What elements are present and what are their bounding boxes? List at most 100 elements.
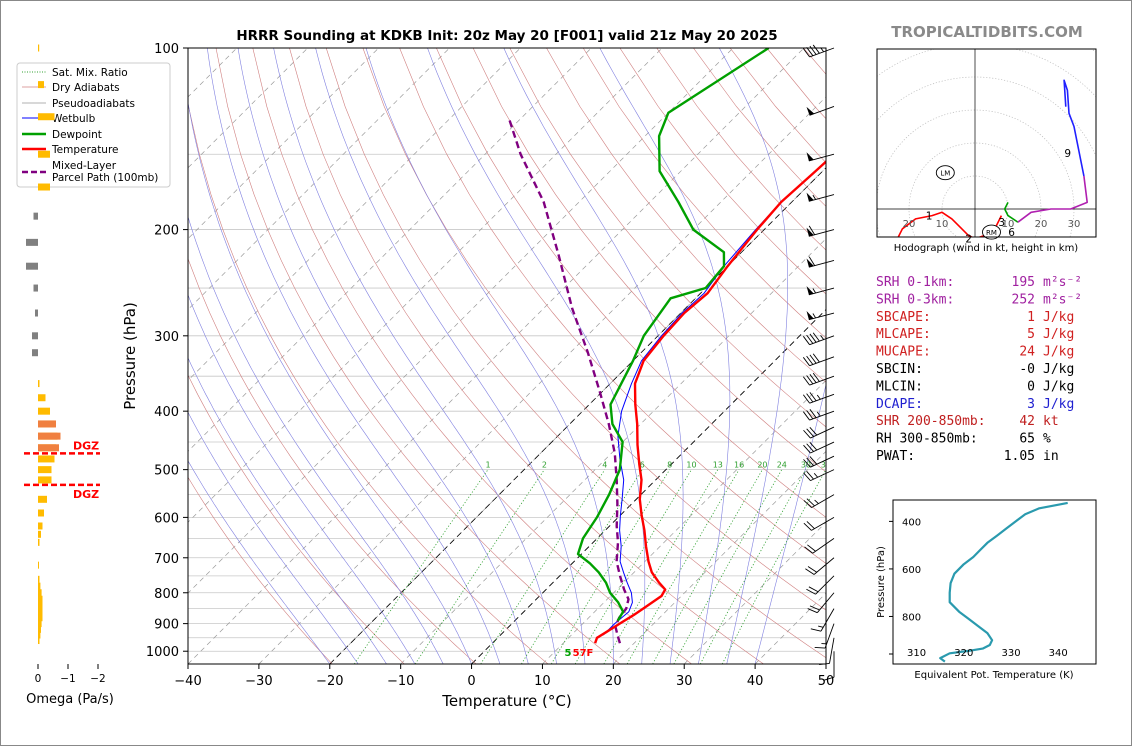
- mixing-ratio-label: 4: [602, 461, 607, 470]
- omega-bar: [32, 332, 38, 340]
- index-value: 1.05: [1004, 449, 1035, 464]
- dry-adiabat-line: [399, 48, 826, 564]
- pseudoadiabat-line: [188, 411, 359, 664]
- pseudoadiabat-line: [754, 383, 826, 664]
- omega-bar: [38, 631, 41, 639]
- mixing-ratio-label: 20: [757, 461, 767, 470]
- dry-adiabat-line: [582, 48, 826, 339]
- omega-bar: [32, 349, 38, 357]
- pseudoadiabat-line: [599, 48, 731, 664]
- omega-bar: [38, 466, 52, 474]
- index-value: 42: [1019, 414, 1035, 429]
- x-tick-label: 20: [605, 674, 622, 689]
- mixed-layer-parcel-path-100mb-trace: [507, 116, 630, 644]
- hodograph-tick-label: 20: [1035, 219, 1048, 230]
- index-row: SRH 0-1km: 195 m²s⁻²: [876, 275, 1082, 290]
- isotherm-gridline: [683, 521, 826, 664]
- mixing-ratio-label: 30: [801, 461, 811, 470]
- hodograph-trace: [1003, 202, 1019, 223]
- index-unit: m²s⁻²: [1043, 275, 1082, 290]
- hodograph-trace: [1017, 175, 1088, 223]
- wind-barb: [805, 557, 835, 575]
- pseudoadiabat-line: [188, 293, 416, 664]
- dry-adiabat-line: [252, 48, 692, 664]
- omega-x-axis-label: Omega (Pa/s): [26, 692, 114, 707]
- theta-e-y-tick-label: 600: [902, 565, 921, 576]
- index-row: SRH 0-3km: 252 m²s⁻²: [876, 292, 1082, 307]
- omega-bar: [38, 420, 56, 428]
- wind-barb: [802, 353, 835, 367]
- mixing-ratio-label: 36: [821, 461, 831, 470]
- omega-bar: [38, 394, 46, 402]
- index-value: 195: [1012, 275, 1035, 290]
- wind-barb: [802, 392, 835, 404]
- index-value: 3: [1027, 397, 1035, 412]
- omega-bar: [38, 522, 43, 530]
- y-tick-label: 700: [154, 552, 179, 567]
- x-tick-label: −30: [245, 674, 272, 689]
- omega-bar: [38, 625, 41, 633]
- pseudoadiabat-line: [188, 215, 444, 664]
- theta-e-x-tick-label: 330: [1001, 648, 1020, 659]
- legend-entry: Pseudoadiabats: [52, 98, 135, 110]
- legend-entry: Temperature: [51, 144, 119, 156]
- pseudoadiabat-line: [273, 48, 557, 664]
- omega-tick-label: −1: [60, 673, 75, 685]
- index-row: RH 300-850mb: 65%: [876, 432, 1051, 447]
- y-tick-label: 400: [154, 405, 179, 420]
- omega-bar: [38, 602, 43, 610]
- index-row: SHR 200-850mb: 42 kt: [876, 414, 1059, 429]
- index-row: DCAPE: 3 J/kg: [876, 397, 1074, 412]
- y-tick-label: 100: [154, 42, 179, 57]
- dry-adiabat-line: [362, 48, 826, 611]
- index-row: SBCAPE: 1 J/kg: [876, 310, 1074, 325]
- y-tick-label: 200: [154, 224, 179, 239]
- x-tick-label: 40: [747, 674, 764, 689]
- index-unit: J/kg: [1043, 379, 1074, 394]
- hodograph-trace: [897, 211, 974, 237]
- isotherm-gridline: [258, 96, 826, 664]
- isotherm-gridline: [188, 48, 805, 664]
- x-tick-label: −20: [316, 674, 343, 689]
- mixing-ratio-line: [603, 469, 719, 664]
- omega-bar: [26, 262, 38, 270]
- mixing-ratio-line: [721, 469, 826, 664]
- pseudoadiabat-line: [207, 48, 501, 664]
- omega-bar: [38, 538, 40, 546]
- wind-barb: [803, 441, 835, 454]
- omega-bar: [38, 561, 39, 569]
- legend-entry: Parcel Path (100mb): [52, 172, 158, 184]
- index-label: SRH 0-3km:: [876, 292, 954, 307]
- index-label: DCAPE:: [876, 397, 923, 412]
- omega-bar: [33, 284, 38, 292]
- dry-adiabat-line: [188, 257, 477, 664]
- index-unit: %: [1043, 432, 1051, 447]
- y-tick-label: 800: [154, 587, 179, 602]
- wind-barb: [806, 286, 835, 296]
- hodograph-tick-label: 30: [1068, 219, 1081, 230]
- pseudoadiabat-line: [188, 100, 472, 664]
- pseudoadiabat-line: [237, 48, 529, 664]
- index-value: 252: [1012, 292, 1035, 307]
- x-tick-label: 30: [676, 674, 693, 689]
- mixing-ratio-label: 6: [640, 461, 645, 470]
- index-value: 0: [1027, 379, 1035, 394]
- index-value: 24: [1019, 345, 1035, 360]
- isotherm-gridline: [400, 238, 826, 664]
- dry-adiabat-line: [188, 374, 405, 664]
- hodograph-tick-label: 10: [1002, 219, 1015, 230]
- wind-barb: [802, 409, 835, 421]
- omega-bar: [35, 309, 38, 317]
- index-unit: m²s⁻²: [1043, 292, 1082, 307]
- omega-bar: [38, 113, 55, 121]
- omega-bar: [38, 589, 42, 597]
- index-value: 65: [1019, 432, 1035, 447]
- wind-barb: [819, 637, 835, 666]
- y-tick-label: 300: [154, 330, 179, 345]
- index-label: SBCIN:: [876, 362, 923, 377]
- theta-e-panel: 310 320 330 340 400 600 800 Equivalent Pot. Te…: [876, 499, 1097, 681]
- y-tick-label: 1000: [146, 645, 179, 660]
- hodograph-panel: 1 2 36 9 LM RM 20 10 10 20 30 Hodograph (wind in k…: [876, 48, 1097, 254]
- omega-tick-label: 0: [35, 673, 42, 685]
